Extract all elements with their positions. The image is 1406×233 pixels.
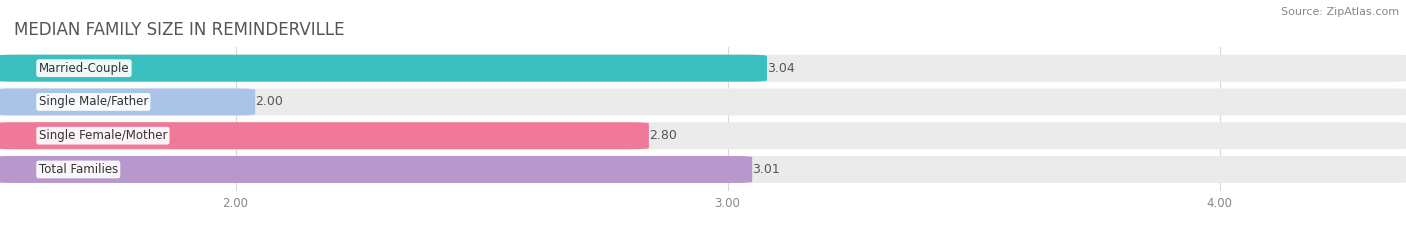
Text: Married-Couple: Married-Couple (38, 62, 129, 75)
Text: 2.80: 2.80 (648, 129, 676, 142)
FancyBboxPatch shape (0, 122, 648, 149)
Text: Source: ZipAtlas.com: Source: ZipAtlas.com (1281, 7, 1399, 17)
Text: Single Male/Father: Single Male/Father (38, 96, 148, 108)
Text: Single Female/Mother: Single Female/Mother (38, 129, 167, 142)
FancyBboxPatch shape (0, 156, 1406, 183)
Text: 3.04: 3.04 (768, 62, 794, 75)
Text: 3.01: 3.01 (752, 163, 780, 176)
FancyBboxPatch shape (0, 55, 1406, 82)
FancyBboxPatch shape (0, 89, 1406, 116)
Text: Total Families: Total Families (38, 163, 118, 176)
FancyBboxPatch shape (0, 156, 752, 183)
FancyBboxPatch shape (0, 122, 1406, 149)
Text: MEDIAN FAMILY SIZE IN REMINDERVILLE: MEDIAN FAMILY SIZE IN REMINDERVILLE (14, 21, 344, 39)
Text: 2.00: 2.00 (254, 96, 283, 108)
FancyBboxPatch shape (0, 55, 768, 82)
FancyBboxPatch shape (0, 89, 254, 116)
